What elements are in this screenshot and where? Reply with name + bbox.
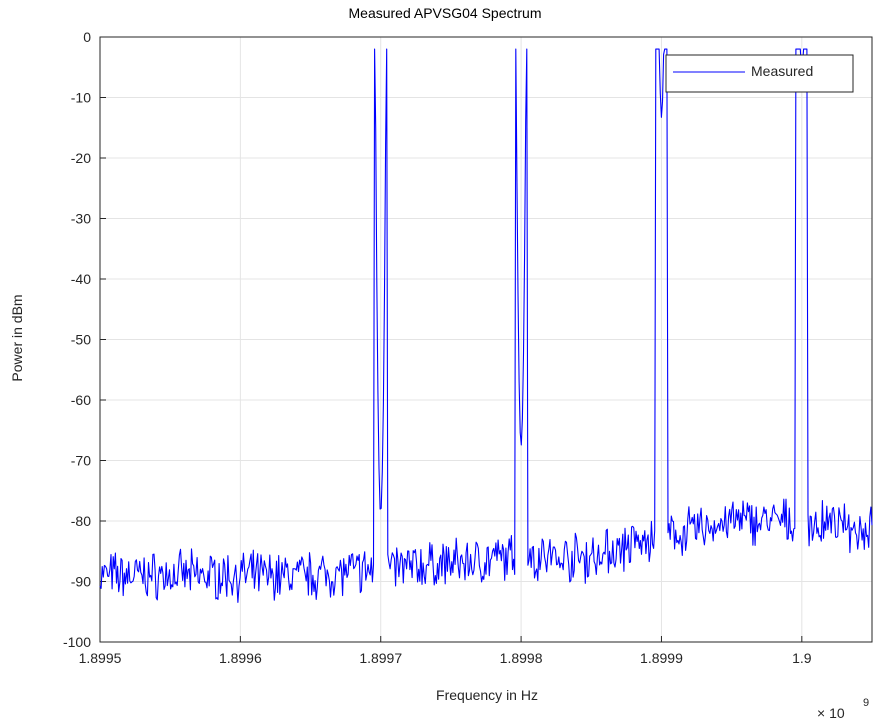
- y-tick-label: -10: [71, 90, 91, 106]
- x-tick-label: 1.8997: [359, 650, 402, 666]
- y-tick-label: -60: [71, 392, 91, 408]
- series-line-measured: [99, 48, 873, 603]
- x-tick-label: 1.8996: [219, 650, 262, 666]
- y-tick-label: -70: [71, 453, 91, 469]
- legend-box: [665, 54, 854, 93]
- x-axis-ticks: 1.89951.89961.89971.89981.89991.91.90011…: [79, 636, 812, 666]
- y-tick-label: 0: [83, 29, 91, 45]
- y-tick-label: -90: [71, 574, 91, 590]
- chart-title: Measured APVSG04 Spectrum: [349, 5, 542, 21]
- legend: Measured: [665, 54, 854, 93]
- y-tick-label: -30: [71, 211, 91, 227]
- x-tick-label: 1.8999: [640, 650, 683, 666]
- y-axis-label: Power in dBm: [9, 294, 25, 381]
- y-tick-label: -20: [71, 150, 91, 166]
- y-tick-label: -50: [71, 332, 91, 348]
- y-tick-label: -100: [63, 634, 91, 650]
- x-exponent-label: × 10: [817, 705, 845, 720]
- x-exponent-power: 9: [863, 697, 869, 709]
- y-tick-label: -40: [71, 271, 91, 287]
- x-tick-label: 1.8995: [79, 650, 122, 666]
- x-tick-label: 1.9: [792, 650, 812, 666]
- y-axis-ticks: 0 -10 -20 -30 -40 -50 -60 -70 -80 -90 -100: [63, 29, 106, 650]
- x-tick-label: 1.8998: [500, 650, 543, 666]
- legend-label-measured: Measured: [751, 63, 813, 79]
- y-tick-label: -80: [71, 513, 91, 529]
- x-axis-label: Frequency in Hz: [436, 687, 538, 703]
